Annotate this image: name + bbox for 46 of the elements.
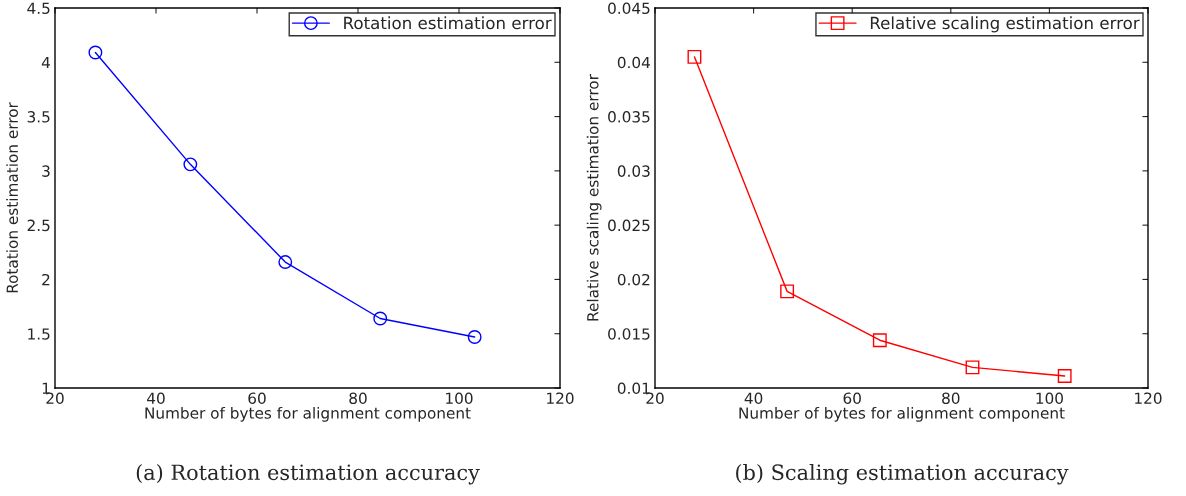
point [780, 284, 795, 299]
text: (a) Rotation estimation accuracy [136, 464, 480, 485]
y-tick-label: 0.035 [608, 111, 650, 123]
text: (b) Scaling estimation accuracy [736, 464, 1069, 485]
point [687, 49, 702, 64]
y-tick-label: 4 [41, 56, 50, 69]
point [872, 333, 887, 348]
x-axis-title: Number of bytes for alignment component [145, 406, 471, 422]
y-tick-label: 0.025 [608, 219, 650, 232]
x-tick-label: 20 [46, 392, 64, 404]
point [183, 157, 198, 172]
point [965, 360, 980, 375]
y-tick-label: 0.015 [608, 328, 650, 340]
y-tick-label: 4.5 [27, 2, 50, 15]
x-tick-label: 120 [547, 392, 574, 404]
x-tick-label: 100 [1036, 392, 1063, 404]
legend-label: Rotation estimation error [344, 16, 552, 30]
y-tick-label: 2 [42, 273, 50, 286]
y-tick-label: 3.5 [27, 111, 50, 123]
y-tick-label: 2.5 [27, 219, 50, 232]
y-tick-label: 1.5 [28, 328, 50, 340]
x-tick-label: 60 [843, 392, 861, 404]
y-tick-label: 0.01 [617, 382, 650, 395]
y-tick-label: 0.04 [617, 56, 650, 69]
x-tick-label: 40 [147, 392, 165, 404]
x-tick-label: 80 [942, 392, 960, 404]
point [1057, 369, 1072, 384]
y-axis-title: Rotation estimation error [6, 102, 19, 293]
x-tick-label: 60 [248, 392, 266, 404]
y-axis-title: Relative scaling estimation error [586, 74, 602, 321]
x-tick-label: 20 [646, 392, 664, 404]
y-tick-label: 0.03 [617, 165, 650, 177]
y-tick-label: 1 [42, 382, 50, 394]
point [88, 45, 103, 60]
point [373, 311, 388, 326]
point [467, 330, 482, 344]
y-tick-label: 0.02 [617, 273, 650, 286]
y-tick-label: 0.045 [608, 2, 650, 15]
x-tick-label: 120 [1135, 392, 1162, 404]
x-axis-title: Number of bytes for alignment component [739, 406, 1065, 422]
legend-label: Relative scaling estimation error [870, 16, 1140, 33]
x-tick-label: 100 [446, 392, 473, 404]
x-tick-label: 40 [744, 392, 763, 404]
point [278, 255, 293, 270]
x-tick-label: 80 [349, 392, 367, 404]
y-tick-label: 3 [42, 165, 50, 177]
